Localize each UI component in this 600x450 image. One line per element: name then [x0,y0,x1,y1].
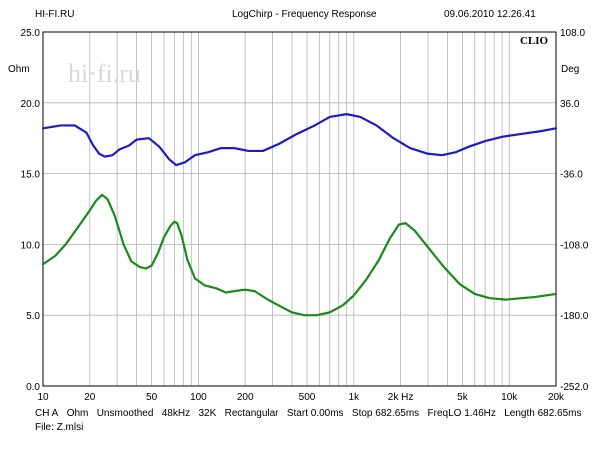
y-tick-label: 25.0 [21,28,41,39]
y2-tick-label: -108.0 [560,240,589,251]
x-tick-label: 50 [146,392,158,403]
series-line-2 [41,193,558,317]
footer-line-1: CH A Ohm Unsmoothed 48kHz 32K Rectangula… [35,408,582,419]
x-tick-label: 10 [37,392,49,403]
clio-brand: CLIO [520,35,549,47]
series [41,113,558,317]
series-line-1 [41,113,558,167]
x-tick-label: 200 [237,392,254,403]
y2-tick-label: -180.0 [560,311,589,322]
footer-size: 32K [198,408,217,419]
y2-tick-label: -252.0 [560,382,589,393]
x-tick-label: 10k [501,392,518,403]
grid [42,31,557,387]
header-timestamp: 09.06.2010 12.26.41 [444,9,536,20]
y2-axis-label: Deg [561,64,579,75]
footer-unit: Ohm [66,408,89,419]
footer-stop: Stop 682.65ms [351,408,420,419]
y-tick-label: 10.0 [21,240,41,251]
x-tick-label: 100 [190,392,207,403]
y2-tick-label: 108.0 [560,28,585,39]
chart-title: LogChirp - Frequency Response [232,9,377,20]
y2-tick-label: -36.0 [560,170,583,181]
footer-file: File: Z.mlsi [35,422,84,433]
footer-channel: CH A [35,408,59,419]
y-tick-label: 20.0 [21,99,41,110]
watermark-logo: hi·fi.ru [68,59,141,88]
x-tick-label: 20k [548,392,565,403]
x-tick-label: 5k [457,392,469,403]
y-tick-label: 15.0 [21,170,41,181]
plot-frame [42,31,557,387]
tick-labels: 10 20 50 100 200 500 1k 2k Hz 5k 10k 20k 0.0 5.0 10.0… [21,28,589,403]
footer-start: Start 0.00ms [286,408,344,419]
x-tick-label: 20 [84,392,96,403]
footer-samplerate: 48kHz [161,408,191,419]
header-left: HI-FI.RU [35,9,75,20]
y-tick-label: 5.0 [26,311,40,322]
y-tick-label: 0.0 [26,382,40,393]
x-tick-label: 1k [349,392,361,403]
footer-window: Rectangular [224,408,279,419]
footer-freqlo: FreqLO 1.46Hz [427,408,496,419]
y2-tick-label: 36.0 [560,99,580,110]
y-axis-label: Ohm [8,64,30,75]
x-tick-label: 500 [299,392,316,403]
x-tick-label: 2k Hz [388,392,414,403]
footer-length: Length 682.65ms [504,408,582,419]
footer-smoothing: Unsmoothed [96,408,154,419]
